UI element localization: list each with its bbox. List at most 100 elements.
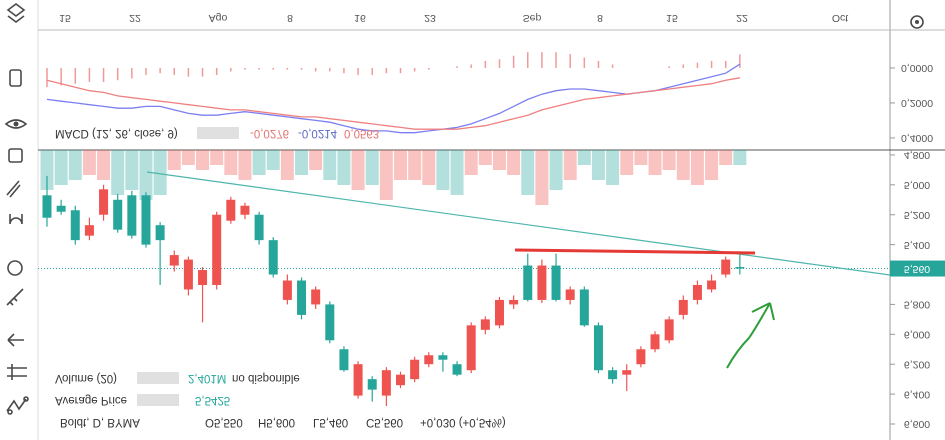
- macd-histogram-bar: [682, 64, 685, 68]
- signal-line: [46, 77, 741, 130]
- macd-histogram-bar: [456, 66, 458, 68]
- volume-value: 2,401M: [188, 372, 226, 384]
- volume-bar: [252, 150, 266, 175]
- x-tick-label: 15: [666, 12, 678, 24]
- x-tick-label: 8: [287, 12, 293, 24]
- hand-arrow[interactable]: [726, 302, 775, 369]
- tool-magnet[interactable]: [9, 214, 23, 225]
- candle-body: [127, 195, 137, 236]
- tool-eye-pupil: [13, 121, 19, 127]
- macd-histogram-bar: [159, 67, 161, 74]
- x-tick-label: 16: [354, 12, 366, 24]
- macd-histogram-bar: [329, 67, 331, 72]
- macd-tick-label: 0,4000: [901, 132, 933, 144]
- legend-buttons[interactable]: [137, 394, 179, 406]
- legend-low: L5,460: [313, 416, 348, 428]
- macd-histogram-bar: [187, 67, 190, 77]
- volume-bar: [450, 150, 464, 195]
- plot: 15 22 Ago 8 16 23 Sep 8 15 22 Oct 4,800 5,000 5,200 5,…: [38, 12, 945, 430]
- macd-line-value: -0,0214: [298, 127, 338, 139]
- candle-body: [579, 289, 589, 326]
- macd-histogram-bar: [527, 52, 529, 68]
- volume-bar: [591, 150, 605, 180]
- gear-icon[interactable]: [910, 15, 924, 29]
- y-tick-label: 4,800: [904, 149, 930, 161]
- tool-zoom[interactable]: [7, 260, 23, 276]
- macd-histogram-bar: [74, 67, 77, 84]
- volume-bar: [40, 150, 54, 190]
- candle-body: [608, 370, 618, 380]
- macd-histogram-bar: [569, 53, 571, 68]
- volume-bar: [153, 150, 167, 195]
- macd-histogram-bar: [46, 67, 48, 88]
- macd-histogram-bar: [371, 67, 373, 75]
- macd-histogram-bar: [102, 67, 105, 82]
- tool-eye[interactable]: [4, 119, 28, 129]
- macd-histogram-bar: [668, 66, 670, 68]
- candle-body: [622, 370, 632, 375]
- volume-bar: [606, 150, 620, 185]
- macd-histogram-bar: [696, 62, 699, 68]
- candle-body: [311, 289, 321, 305]
- volume-bar: [379, 150, 393, 200]
- tool-measure[interactable]: [6, 288, 24, 306]
- volume-bar: [266, 150, 280, 170]
- resistance-line[interactable]: [514, 248, 756, 255]
- volume-bar: [280, 150, 294, 180]
- average-title: Average Price: [55, 394, 127, 406]
- volume-bar: [690, 150, 704, 185]
- tool-back[interactable]: [7, 333, 24, 347]
- volume-bar: [125, 150, 139, 190]
- candle-body: [707, 280, 717, 290]
- candle-body: [381, 370, 391, 396]
- macd-histogram-bar: [173, 67, 176, 75]
- macd-histogram-bar: [145, 67, 147, 75]
- y-tick-label: 6,000: [904, 329, 930, 341]
- tool-brush[interactable]: [6, 180, 21, 198]
- legend-buttons[interactable]: [197, 127, 239, 139]
- candle-body: [183, 259, 193, 290]
- volume-note: no disponible: [232, 372, 300, 384]
- candle-body: [466, 325, 476, 371]
- volume-bar: [662, 150, 676, 170]
- macd-histogram-bar: [60, 67, 62, 86]
- candle-body: [325, 304, 335, 341]
- macd-histogram-bar: [413, 67, 416, 72]
- candle-body: [537, 265, 547, 300]
- macd-histogram-bar: [131, 67, 133, 79]
- candle-body: [721, 259, 731, 275]
- macd-histogram-bar: [244, 67, 246, 70]
- volume-bar: [337, 150, 351, 185]
- candle-body: [494, 299, 504, 326]
- trend-line[interactable]: [146, 171, 891, 276]
- tool-layers[interactable]: [6, 3, 26, 23]
- gear-center: [915, 20, 919, 24]
- candle-body: [678, 299, 688, 315]
- candle-body: [268, 240, 278, 275]
- volume-bar: [733, 150, 747, 166]
- candle-body: [664, 319, 674, 341]
- macd-histogram-bar: [286, 67, 289, 70]
- candle-body: [424, 355, 434, 365]
- x-tick-label: Ago: [209, 12, 228, 24]
- current-price-box: [890, 260, 945, 277]
- volume-bar: [238, 150, 252, 180]
- candle-body: [565, 289, 575, 300]
- tool-pattern[interactable]: [6, 398, 27, 412]
- candle-body: [240, 205, 250, 215]
- macd-histogram-bar: [88, 67, 91, 82]
- volume-bar: [563, 150, 577, 180]
- macd-histogram-bar: [314, 67, 317, 72]
- tool-ruler[interactable]: [9, 69, 22, 87]
- volume-bar: [719, 150, 733, 165]
- volume-bar: [323, 150, 337, 180]
- volume-bar: [97, 150, 111, 180]
- legend-buttons[interactable]: [137, 372, 179, 384]
- candle-body: [99, 189, 109, 215]
- tool-lines[interactable]: [7, 364, 27, 380]
- candle-body: [509, 299, 519, 305]
- candle-body: [113, 199, 123, 230]
- tool-lock[interactable]: [8, 148, 23, 163]
- volume-bar: [422, 150, 436, 185]
